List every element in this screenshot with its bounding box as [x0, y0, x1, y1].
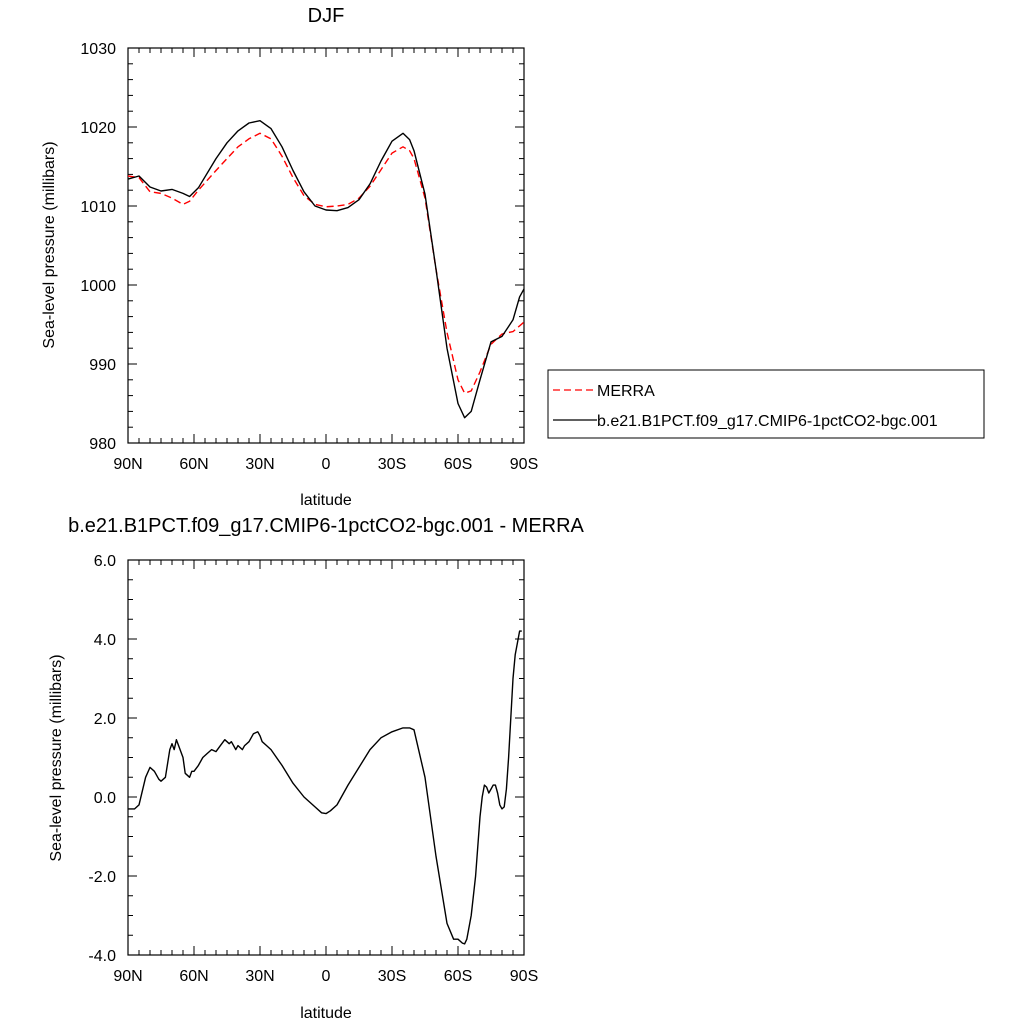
- bottom-x-tick-labels: 90N 60N 30N 0 30S 60S 90S: [113, 968, 538, 985]
- top-x-tick-label: 30N: [245, 456, 274, 473]
- legend: MERRA b.e21.B1PCT.f09_g17.CMIP6-1pctCO2-…: [547, 369, 985, 439]
- top-y-axis-label: Sea-level pressure (millibars): [41, 141, 58, 348]
- bottom-x-tick-label: 60S: [444, 968, 472, 985]
- top-y-tick-label: 990: [89, 357, 116, 374]
- top-y-tick-label: 1020: [80, 120, 116, 137]
- bottom-x-tick-label: 0: [322, 968, 331, 985]
- bottom-axis-ticks: [127, 559, 525, 956]
- top-x-tick-label: 0: [322, 456, 331, 473]
- bottom-y-tick-label: -4.0: [88, 948, 116, 965]
- top-panel: DJF 980 990 1000 1010 1020 1030 90N 60N 30N 0 30S…: [41, 5, 538, 509]
- bottom-y-tick-label: 4.0: [94, 632, 116, 649]
- bottom-y-axis-label: Sea-level pressure (millibars): [48, 654, 65, 861]
- bottom-series-layer: [128, 630, 522, 945]
- top-series-line-0: [127, 132, 525, 394]
- top-x-tick-label: 90N: [113, 456, 142, 473]
- bottom-y-tick-labels: -4.0 -2.0 0.0 2.0 4.0 6.0: [88, 553, 116, 965]
- bottom-x-axis-label: latitude: [300, 1005, 352, 1022]
- bottom-x-tick-label: 30S: [378, 968, 406, 985]
- top-y-tick-label: 1010: [80, 199, 116, 216]
- top-x-tick-label: 60N: [179, 456, 208, 473]
- bottom-x-tick-label: 90N: [113, 968, 142, 985]
- top-y-tick-label: 1000: [80, 278, 116, 295]
- top-x-tick-label: 30S: [378, 456, 406, 473]
- top-y-tick-label: 980: [89, 436, 116, 453]
- bottom-y-tick-label: 6.0: [94, 553, 116, 570]
- legend-box: [547, 369, 985, 439]
- bottom-x-tick-label: 60N: [179, 968, 208, 985]
- top-chart-title: DJF: [308, 5, 345, 27]
- top-x-tick-label: 60S: [444, 456, 472, 473]
- legend-label-model: b.e21.B1PCT.f09_g17.CMIP6-1pctCO2-bgc.00…: [597, 413, 938, 430]
- bottom-panel: b.e21.B1PCT.f09_g17.CMIP6-1pctCO2-bgc.00…: [48, 515, 585, 1022]
- bottom-plot-frame: [127, 559, 525, 956]
- bottom-y-tick-label: 0.0: [94, 790, 116, 807]
- top-x-tick-label: 90S: [510, 456, 538, 473]
- bottom-chart-title: b.e21.B1PCT.f09_g17.CMIP6-1pctCO2-bgc.00…: [68, 515, 584, 537]
- bottom-series-line-0: [128, 630, 522, 945]
- top-y-tick-label: 1030: [80, 41, 116, 58]
- top-plot-frame: [127, 47, 525, 444]
- top-y-tick-labels: 980 990 1000 1010 1020 1030: [80, 41, 116, 453]
- bottom-x-tick-label: 90S: [510, 968, 538, 985]
- top-x-tick-labels: 90N 60N 30N 0 30S 60S 90S: [113, 456, 538, 473]
- bottom-y-tick-label: 2.0: [94, 711, 116, 728]
- top-series-layer: [127, 119, 525, 419]
- bottom-x-tick-label: 30N: [245, 968, 274, 985]
- legend-label-merra: MERRA: [597, 383, 655, 400]
- bottom-y-tick-label: -2.0: [88, 869, 116, 886]
- top-series-line-1: [127, 119, 525, 419]
- top-x-axis-label: latitude: [300, 492, 352, 509]
- top-axis-ticks: [127, 47, 525, 444]
